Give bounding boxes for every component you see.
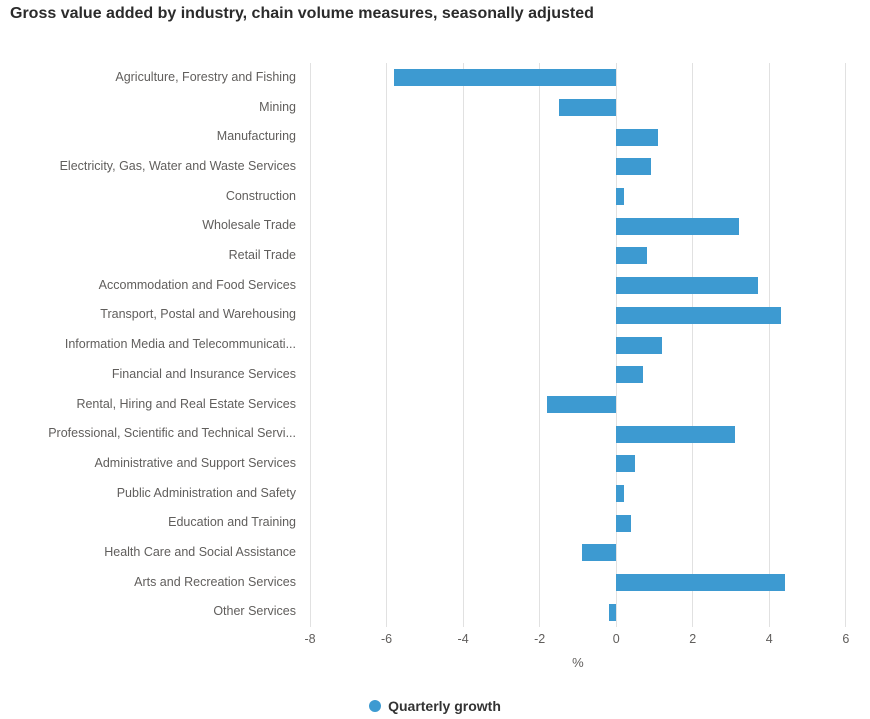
category-label: Electricity, Gas, Water and Waste Servic… bbox=[59, 159, 296, 174]
bar[interactable] bbox=[616, 277, 758, 295]
gridline bbox=[462, 63, 464, 627]
bar[interactable] bbox=[558, 99, 617, 117]
legend-marker-icon bbox=[369, 700, 382, 712]
bar[interactable] bbox=[616, 158, 651, 176]
category-label: Education and Training bbox=[168, 515, 296, 530]
bar[interactable] bbox=[608, 603, 617, 621]
category-label: Professional, Scientific and Technical S… bbox=[48, 426, 296, 441]
x-tick-label: -4 bbox=[457, 632, 469, 646]
gridline bbox=[845, 63, 847, 627]
category-label: Mining bbox=[259, 99, 296, 114]
gridline bbox=[386, 63, 388, 627]
bar[interactable] bbox=[547, 395, 617, 413]
x-tick-label: -6 bbox=[380, 632, 393, 646]
bar[interactable] bbox=[616, 366, 643, 384]
category-label: Agriculture, Forestry and Fishing bbox=[115, 70, 296, 84]
value-axis-title: % bbox=[572, 655, 584, 670]
category-label: Public Administration and Safety bbox=[116, 485, 296, 500]
x-tick-label: 4 bbox=[765, 632, 773, 646]
value-axis: -8 -6 -4 -2 0 2 4 6 bbox=[304, 632, 860, 648]
bar[interactable] bbox=[616, 217, 739, 235]
category-label: Administrative and Support Services bbox=[94, 455, 296, 470]
bar[interactable] bbox=[616, 247, 647, 265]
category-label: Other Services bbox=[213, 604, 296, 619]
legend-label: Quarterly growth bbox=[388, 698, 501, 714]
gridline bbox=[692, 63, 694, 627]
x-tick-label: -2 bbox=[534, 632, 546, 646]
x-tick-label: 2 bbox=[689, 632, 697, 646]
gridline bbox=[768, 63, 770, 627]
category-label: Manufacturing bbox=[216, 129, 296, 144]
category-label: Information Media and Telecommunicati... bbox=[64, 337, 296, 352]
category-label: Arts and Recreation Services bbox=[134, 574, 296, 589]
x-tick-label: 6 bbox=[842, 632, 850, 646]
bar[interactable] bbox=[394, 69, 617, 87]
category-label: Accommodation and Food Services bbox=[98, 277, 296, 292]
category-label: Construction bbox=[225, 188, 296, 203]
chart-title: Gross value added by industry, chain vol… bbox=[10, 5, 594, 22]
category-label: Wholesale Trade bbox=[202, 218, 296, 233]
category-label: Retail Trade bbox=[228, 248, 296, 263]
category-label: Transport, Postal and Warehousing bbox=[100, 307, 296, 322]
bar[interactable] bbox=[616, 306, 781, 324]
gridline bbox=[309, 63, 311, 627]
bar[interactable] bbox=[616, 336, 663, 354]
x-tick-label: -8 bbox=[304, 632, 316, 646]
bar[interactable] bbox=[616, 128, 659, 146]
bar[interactable] bbox=[616, 573, 785, 591]
category-label: Financial and Insurance Services bbox=[111, 366, 296, 381]
bar[interactable] bbox=[616, 514, 632, 532]
bar[interactable] bbox=[616, 425, 735, 443]
bar[interactable] bbox=[616, 484, 624, 502]
x-tick-label: 0 bbox=[612, 632, 620, 646]
bar[interactable] bbox=[616, 188, 624, 206]
bar[interactable] bbox=[616, 455, 636, 473]
gridline bbox=[539, 63, 541, 627]
category-axis: Agriculture, Forestry and Fishing Mining M… bbox=[0, 63, 296, 627]
category-label: Health Care and Social Assistance bbox=[104, 544, 296, 559]
plot-area bbox=[309, 63, 860, 627]
bar[interactable] bbox=[581, 544, 617, 562]
legend-item-quarterly-growth[interactable]: Quarterly growth bbox=[0, 697, 870, 715]
category-label: Rental, Hiring and Real Estate Services bbox=[76, 396, 296, 411]
